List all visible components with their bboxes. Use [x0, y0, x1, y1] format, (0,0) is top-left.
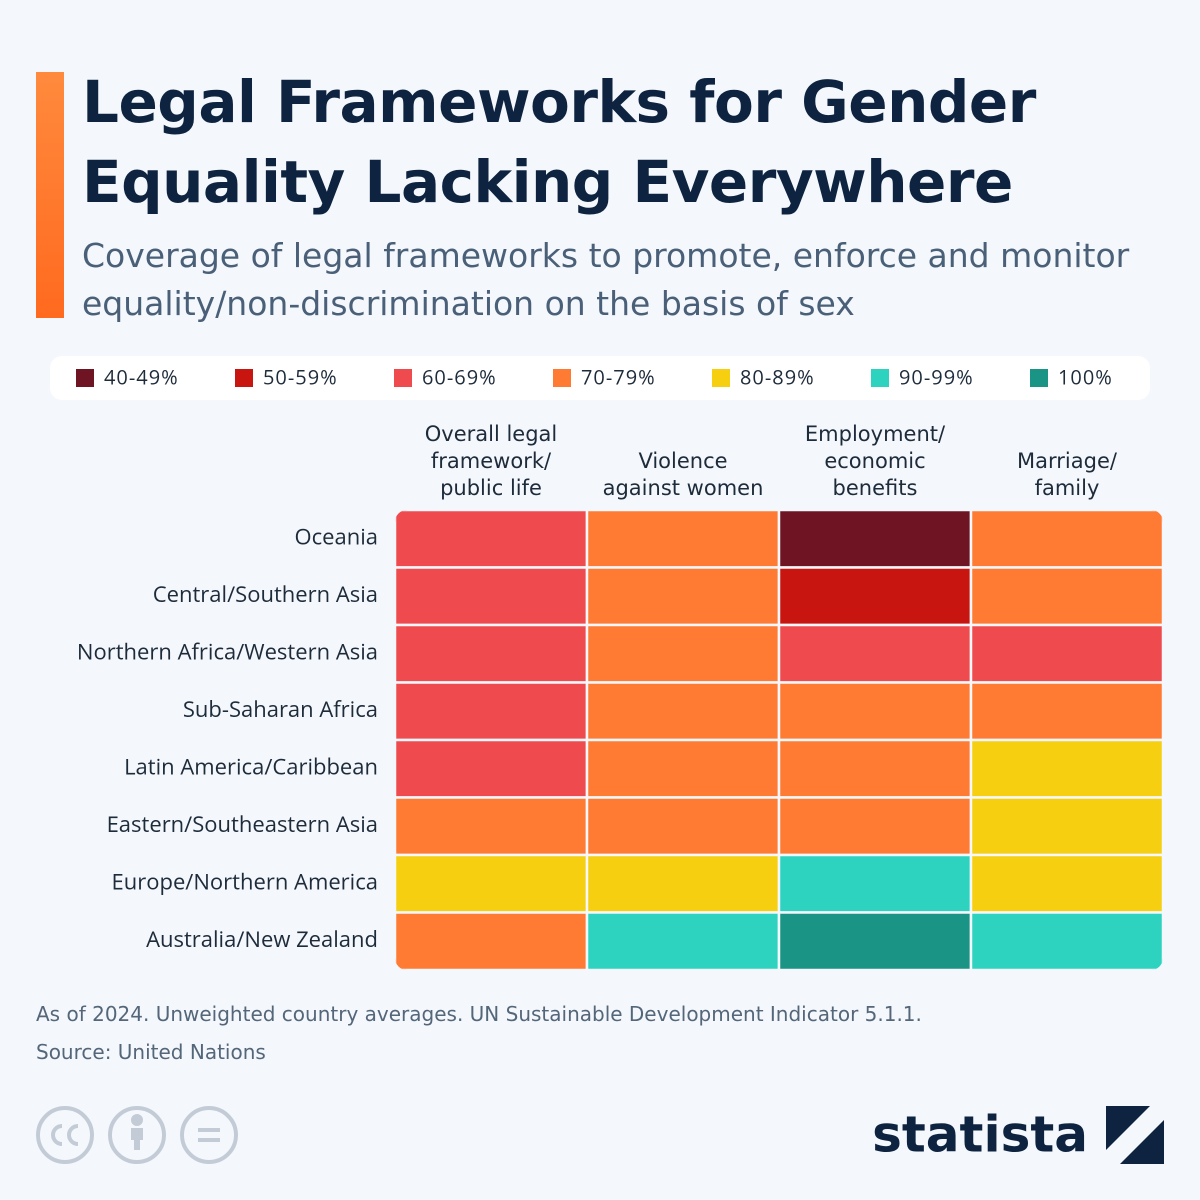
heatmap-cell	[969, 853, 1163, 914]
heatmap-cell	[395, 623, 589, 684]
heatmap-cell	[777, 911, 973, 970]
row-label: Europe/Northern America	[112, 867, 378, 897]
legend-label: 80-89%	[740, 363, 815, 390]
heatmap-cell	[395, 853, 589, 914]
accent-bar	[36, 72, 64, 318]
heatmap-cell	[777, 796, 973, 857]
brand-mark	[1106, 1106, 1164, 1164]
heatmap-cell	[969, 738, 1163, 799]
title: Legal Frameworks for Gender Equality Lac…	[82, 68, 1036, 216]
heatmap-cell	[969, 623, 1163, 684]
legend-swatch	[871, 369, 889, 387]
row-label: Latin America/Caribbean	[124, 752, 378, 782]
heatmap-cell	[969, 911, 1163, 970]
legend-label: 90-99%	[899, 363, 974, 390]
heatmap-cell	[585, 796, 781, 857]
heatmap-cell	[395, 738, 589, 799]
heatmap-cell	[585, 681, 781, 742]
row-label: Central/Southern Asia	[153, 579, 378, 609]
column-header: Overall legal framework/ public life	[424, 422, 558, 500]
heatmap-cell	[395, 911, 589, 970]
heatmap-cell	[395, 510, 589, 569]
legend-swatch	[394, 369, 412, 387]
heatmap-cell	[585, 911, 781, 970]
legend-swatch	[235, 369, 253, 387]
subtitle: Coverage of legal frameworks to promote,…	[82, 236, 1130, 323]
heatmap-cell	[777, 623, 973, 684]
legend-swatch	[553, 369, 571, 387]
row-label: Sub-Saharan Africa	[183, 694, 378, 724]
row-label: Eastern/Southeastern Asia	[107, 809, 378, 839]
heatmap-cell	[969, 681, 1163, 742]
brand-logo: statista	[872, 1106, 1088, 1164]
heatmap-cell	[395, 566, 589, 627]
legend-label: 60-69%	[422, 363, 497, 390]
heatmap-cell	[969, 796, 1163, 857]
legend-label: 50-59%	[263, 363, 338, 390]
heatmap-cell	[777, 566, 973, 627]
legend-box	[50, 356, 1150, 400]
source: Source: United Nations	[36, 1040, 266, 1064]
heatmap-cell	[585, 623, 781, 684]
legend-swatch	[712, 369, 730, 387]
heatmap-cell	[585, 566, 781, 627]
legend-label: 100%	[1058, 363, 1113, 390]
legend-label: 70-79%	[581, 363, 656, 390]
heatmap-cell	[969, 510, 1163, 569]
heatmap-cell	[777, 738, 973, 799]
row-label: Australia/New Zealand	[146, 924, 378, 954]
footnote: As of 2024. Unweighted country averages.…	[36, 1002, 922, 1026]
heatmap-cell	[395, 681, 589, 742]
heatmap-grid	[395, 510, 1163, 970]
license-icons	[36, 1106, 238, 1164]
heatmap-cell	[777, 853, 973, 914]
heatmap-cell	[969, 566, 1163, 627]
legend-swatch	[1030, 369, 1048, 387]
column-header: Violence against women	[602, 449, 764, 500]
heatmap-cell	[585, 738, 781, 799]
heatmap-cell	[777, 681, 973, 742]
legend-swatch	[76, 369, 94, 387]
heatmap-cell	[585, 510, 781, 569]
legend-label: 40-49%	[104, 363, 179, 390]
column-header: Employment/ economic benefits	[804, 422, 946, 500]
column-header: Marriage/ family	[1017, 449, 1117, 500]
heatmap-cell	[395, 796, 589, 857]
row-label: Oceania	[295, 522, 379, 552]
row-label: Northern Africa/Western Asia	[77, 637, 378, 667]
heatmap-cell	[777, 510, 973, 569]
heatmap-cell	[585, 853, 781, 914]
